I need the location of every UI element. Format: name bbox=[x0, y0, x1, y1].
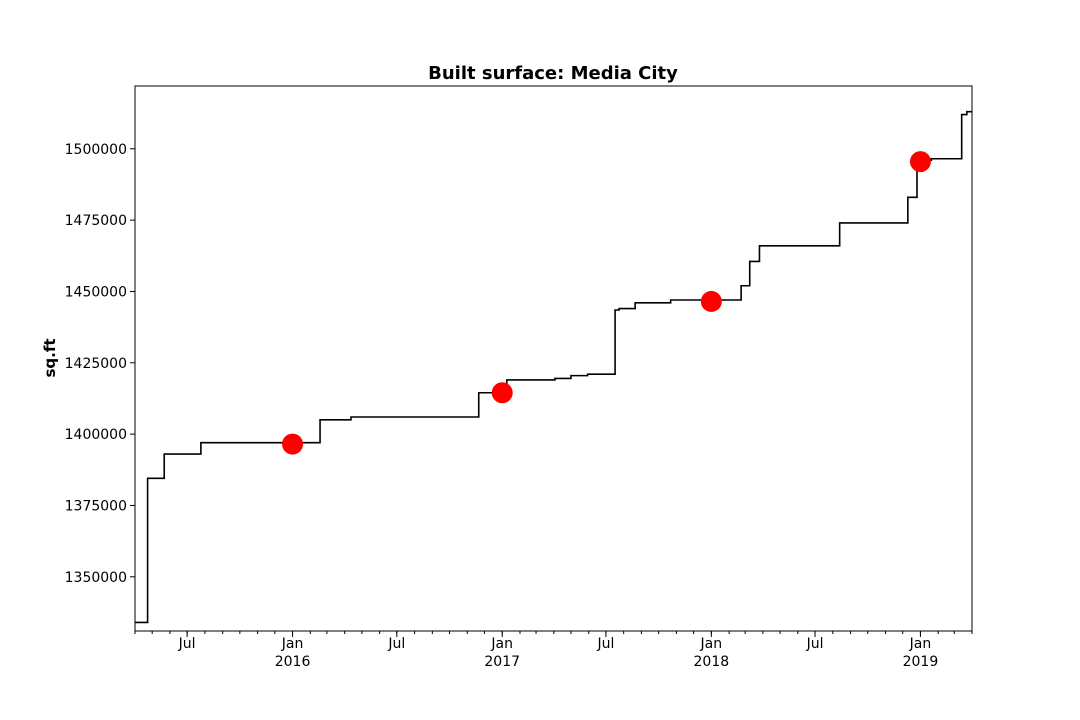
y-tick-label: 1350000 bbox=[65, 570, 127, 586]
x-tick-year-label: 2016 bbox=[275, 654, 311, 670]
x-tick-year-label: 2018 bbox=[694, 654, 730, 670]
x-tick-label: Jul bbox=[178, 636, 196, 652]
plot-frame bbox=[134, 85, 973, 632]
x-tick-label: Jul bbox=[596, 636, 614, 652]
x-tick-year-label: 2017 bbox=[484, 654, 520, 670]
x-tick-label: Jan bbox=[281, 636, 304, 652]
x-tick-label: Jul bbox=[387, 636, 405, 652]
marker-point-2 bbox=[491, 382, 513, 404]
y-tick-label: 1375000 bbox=[65, 498, 127, 514]
marker-point-4 bbox=[909, 151, 931, 173]
y-tick-label: 1425000 bbox=[65, 356, 127, 372]
plot-area bbox=[135, 110, 972, 624]
x-tick-label: Jan bbox=[909, 636, 932, 652]
y-tick-label: 1475000 bbox=[65, 213, 127, 229]
axes: 1350000 1375000 1400000 1425000 1450000 14750… bbox=[65, 142, 973, 670]
marker-point-1 bbox=[282, 433, 304, 455]
x-tick-label: Jul bbox=[806, 636, 824, 652]
x-tick-year-label: 2019 bbox=[903, 654, 939, 670]
y-tick-label: 1450000 bbox=[65, 284, 127, 300]
chart-title: Built surface: Media City bbox=[428, 63, 678, 84]
y-axis-label: sq.ft bbox=[41, 338, 59, 377]
x-tick-label: Jan bbox=[700, 636, 723, 652]
series-line bbox=[135, 110, 972, 624]
y-tick-label: 1500000 bbox=[65, 142, 127, 158]
x-tick-label: Jan bbox=[490, 636, 513, 652]
marker-point-3 bbox=[700, 290, 722, 312]
y-tick-label: 1400000 bbox=[65, 427, 127, 443]
